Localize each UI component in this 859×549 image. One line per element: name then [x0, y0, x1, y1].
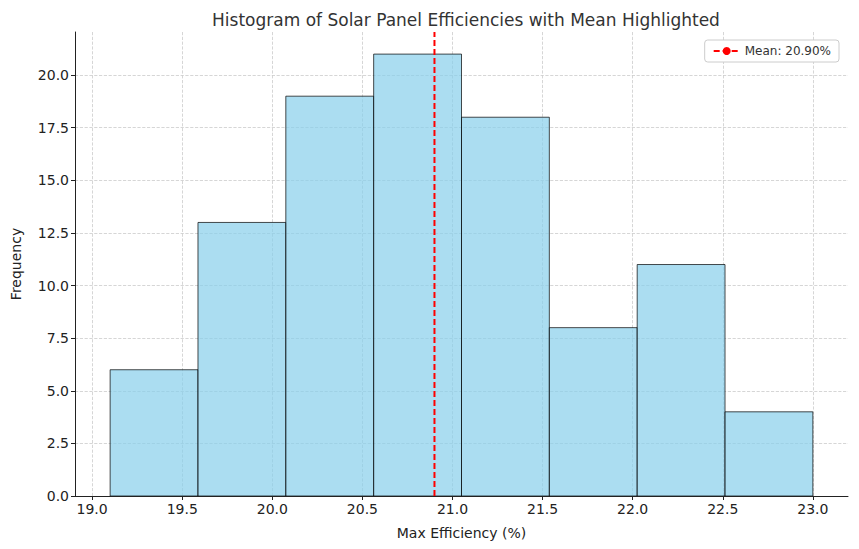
svg-text:19.5: 19.5 [167, 501, 198, 517]
svg-text:20.0: 20.0 [38, 67, 69, 83]
svg-text:7.5: 7.5 [47, 330, 69, 346]
svg-text:2.5: 2.5 [47, 435, 69, 451]
svg-text:21.0: 21.0 [437, 501, 468, 517]
svg-text:5.0: 5.0 [47, 383, 69, 399]
svg-text:Histogram of Solar Panel Effic: Histogram of Solar Panel Efficiencies wi… [212, 10, 720, 30]
svg-text:22.5: 22.5 [707, 501, 738, 517]
svg-text:15.0: 15.0 [38, 172, 69, 188]
svg-text:0.0: 0.0 [47, 488, 69, 504]
svg-text:20.5: 20.5 [347, 501, 378, 517]
svg-text:17.5: 17.5 [38, 120, 69, 136]
svg-text:20.0: 20.0 [257, 501, 288, 517]
svg-text:22.0: 22.0 [617, 501, 648, 517]
svg-text:21.5: 21.5 [527, 501, 558, 517]
svg-text:23.0: 23.0 [797, 501, 828, 517]
svg-text:Max Efficiency (%): Max Efficiency (%) [397, 525, 527, 541]
svg-text:19.0: 19.0 [77, 501, 108, 517]
svg-text:Mean: 20.90%: Mean: 20.90% [745, 44, 831, 58]
svg-text:12.5: 12.5 [38, 225, 69, 241]
svg-text:Frequency: Frequency [8, 228, 24, 300]
svg-text:10.0: 10.0 [38, 278, 69, 294]
